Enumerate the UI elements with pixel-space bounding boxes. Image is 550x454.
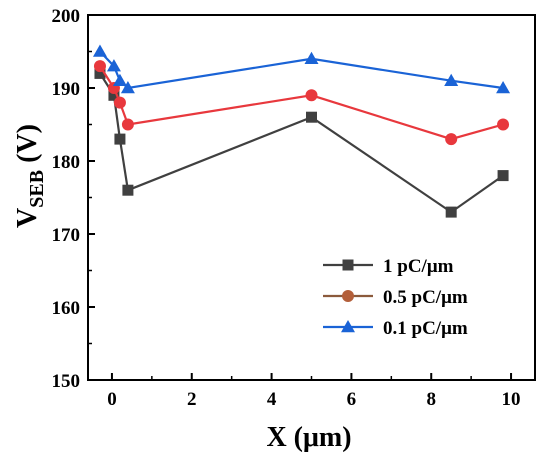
y-tick-label: 190 [52, 79, 81, 100]
series-1 [94, 67, 509, 218]
y-tick-label: 170 [52, 225, 81, 246]
x-tick-label: 10 [502, 389, 521, 410]
data-point [306, 111, 317, 123]
y-axis-title: VSEB (V) [12, 124, 48, 228]
data-point [120, 81, 135, 94]
x-tick-label: 6 [347, 389, 357, 410]
data-point [114, 133, 126, 145]
y-tick-label: 150 [52, 371, 81, 392]
x-axis-title: X (μm) [266, 422, 351, 453]
data-point [108, 89, 120, 101]
series-2 [93, 60, 510, 146]
legend-item: 1 pC/μm [323, 256, 454, 277]
data-point [444, 73, 459, 86]
legend: 1 pC/μm 0.5 pC/μm 0.1 pC/μm [323, 256, 468, 339]
plot-border [87, 14, 536, 381]
x-tick-label: 4 [267, 389, 277, 410]
y-tick-label: 180 [52, 152, 81, 173]
data-point [304, 51, 319, 65]
data-point [106, 59, 121, 72]
legend-marker [341, 320, 355, 333]
y-tick-label: 160 [52, 298, 81, 319]
data-point [94, 67, 106, 79]
series-layer [92, 44, 511, 218]
data-point [497, 170, 509, 182]
legend-marker [342, 290, 354, 302]
x-tick-label: 0 [107, 389, 117, 410]
series-line [99, 65, 504, 141]
data-point [496, 81, 511, 94]
y-axis-title-subscript: SEB [26, 170, 48, 208]
data-point [122, 184, 134, 196]
data-point [445, 133, 458, 146]
data-point [112, 73, 127, 86]
series-line [99, 50, 504, 90]
data-point [305, 89, 318, 102]
data-point [93, 60, 106, 73]
y-axis-title-main: V [12, 208, 43, 228]
data-point [445, 206, 457, 218]
series-3 [92, 44, 511, 94]
x-axis: 0 2 4 6 8 10 [107, 373, 521, 410]
data-point [497, 118, 510, 131]
legend-label: 1 pC/μm [383, 256, 454, 277]
y-tick-label: 200 [52, 6, 81, 27]
legend-marker [342, 259, 354, 271]
legend-item: 0.5 pC/μm [323, 287, 468, 308]
data-point [92, 44, 107, 57]
x-tick-label: 8 [426, 389, 436, 410]
series-line [99, 72, 504, 214]
data-point [121, 118, 134, 131]
y-axis: 150 160 170 180 190 200 [52, 6, 95, 392]
legend-label: 0.1 pC/μm [383, 318, 468, 339]
data-point [113, 96, 126, 109]
legend-item: 0.1 pC/μm [323, 318, 468, 339]
y-axis-title-unit: (V) [12, 124, 43, 170]
legend-label: 0.5 pC/μm [383, 287, 468, 308]
x-tick-label: 2 [187, 389, 197, 410]
plot-frame [87, 14, 536, 381]
